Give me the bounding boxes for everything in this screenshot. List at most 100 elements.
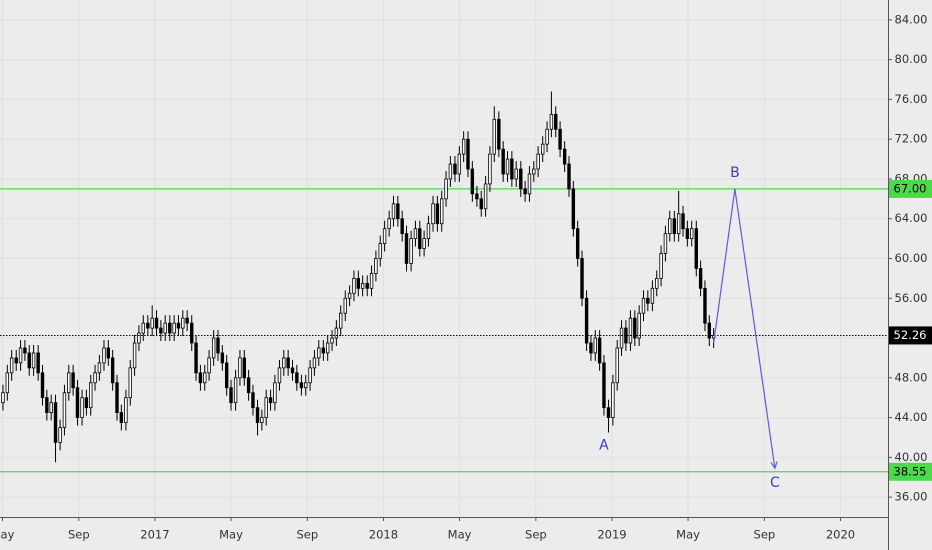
candle-body (31, 352, 36, 369)
candle-body (694, 228, 698, 269)
candle-body (229, 387, 233, 404)
x-tick-label: 2019 (597, 528, 626, 542)
candle-body (418, 228, 422, 249)
candle-body (251, 392, 255, 409)
candle-body (497, 118, 501, 150)
x-tick-label: Sep (754, 528, 776, 542)
candle-body (299, 382, 304, 389)
x-tick-label: Sep (525, 528, 547, 542)
candle-body (571, 188, 576, 230)
level-label: 38.55 (894, 464, 927, 478)
candle-body (154, 317, 159, 329)
candle-body (575, 228, 580, 259)
candle-body (163, 322, 167, 334)
candle-body (110, 357, 115, 384)
candle-body (541, 143, 545, 155)
candle-body (97, 362, 102, 374)
candle-body (444, 178, 448, 200)
last-price-label: 52.26 (894, 328, 927, 342)
candle-body (207, 357, 211, 374)
candle-body (554, 113, 558, 130)
candle-body (387, 218, 391, 230)
x-tick-label: 2017 (140, 528, 169, 542)
candle-body (304, 382, 308, 389)
candle-body (67, 372, 71, 394)
candle-body (273, 382, 277, 404)
candle-body (549, 113, 554, 130)
candle-body (62, 392, 67, 428)
candle-body (137, 332, 141, 344)
candle-body (286, 357, 290, 369)
y-tick-label: 36.00 (895, 490, 928, 504)
candle-body (378, 243, 382, 259)
candle-body (211, 337, 216, 359)
candle-body (400, 218, 404, 235)
candle-body (365, 282, 369, 289)
projection-path (713, 188, 776, 469)
candle-body (619, 327, 624, 349)
wave-label: C (770, 475, 780, 491)
candle-body (374, 258, 378, 274)
candle-body (277, 367, 282, 384)
wave-label: B (730, 165, 740, 181)
candle-body (676, 213, 681, 235)
candle-body (150, 317, 154, 329)
candle-body (106, 347, 111, 359)
candle-body (242, 357, 246, 379)
candle-body (659, 253, 663, 279)
candle-body (181, 317, 185, 329)
candle-body (220, 352, 225, 364)
candle-body (404, 233, 409, 264)
candle-body (198, 372, 203, 384)
candle-body (203, 372, 207, 384)
candle-body (325, 342, 330, 354)
candle-body (119, 412, 124, 423)
candle-body (611, 382, 615, 418)
x-tick-label: Sep (297, 528, 319, 542)
candle-body (224, 362, 229, 389)
candle-body (602, 362, 606, 409)
x-tick-label: May (0, 528, 15, 542)
candle-body (233, 377, 238, 404)
y-tick-label: 56.00 (895, 291, 928, 305)
candle-body (615, 347, 619, 384)
candle-body (562, 148, 567, 165)
x-tick-label: 2018 (369, 528, 398, 542)
candle-body (589, 342, 593, 354)
candle-body (593, 337, 597, 354)
candle-body (255, 407, 260, 423)
candle-body (347, 292, 352, 299)
candle-body (514, 168, 518, 180)
candle-body (40, 372, 45, 399)
candle-body (36, 352, 40, 374)
candle-body (663, 233, 668, 254)
candle-body (93, 372, 97, 384)
y-tick-label: 40.00 (895, 450, 928, 464)
candle-body (426, 223, 431, 240)
candle-body (703, 287, 707, 324)
candle-body (159, 327, 163, 334)
candle-body (483, 183, 488, 210)
candle-body (409, 238, 413, 264)
candle-body (448, 163, 453, 180)
y-tick-label: 76.00 (895, 92, 928, 106)
candle-body (369, 273, 374, 289)
candle-body (80, 397, 84, 418)
candle-body (124, 397, 128, 423)
candle-body (176, 322, 181, 329)
candle-body (260, 417, 264, 423)
candle-body (510, 158, 514, 180)
candle-body (488, 153, 492, 185)
candle-body (132, 342, 137, 369)
candle-body (360, 282, 365, 289)
candle-body (14, 357, 18, 364)
candle-body (9, 357, 14, 374)
candle-body (1, 392, 5, 404)
candle-body (89, 382, 93, 409)
candle-body (453, 163, 457, 175)
candle-body (431, 203, 435, 225)
level-label: 67.00 (894, 181, 927, 195)
candle-body (690, 228, 694, 240)
